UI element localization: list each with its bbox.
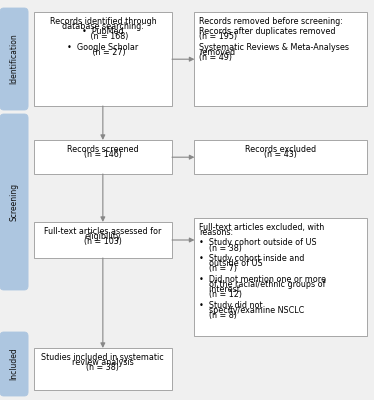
Text: Records after duplicates removed: Records after duplicates removed [199, 27, 335, 36]
Text: outside of US: outside of US [199, 259, 263, 268]
Text: •  Did not mention one or more: • Did not mention one or more [199, 275, 326, 284]
Text: Systematic Reviews & Meta-Analyses: Systematic Reviews & Meta-Analyses [199, 43, 349, 52]
Text: Included: Included [9, 348, 19, 380]
Text: specify/examine NSCLC: specify/examine NSCLC [199, 306, 304, 315]
FancyBboxPatch shape [194, 140, 367, 174]
Text: Records screened: Records screened [67, 145, 139, 154]
Text: •  Study did not: • Study did not [199, 301, 263, 310]
Text: Full-text articles excluded, with: Full-text articles excluded, with [199, 223, 324, 232]
Text: Studies included in systematic: Studies included in systematic [42, 353, 164, 362]
Text: Identification: Identification [9, 34, 19, 84]
Text: (n = 43): (n = 43) [264, 150, 297, 159]
Text: database searching:: database searching: [62, 22, 144, 31]
Text: •  Study cohort outside of US: • Study cohort outside of US [199, 238, 317, 247]
FancyBboxPatch shape [34, 12, 172, 106]
FancyBboxPatch shape [0, 114, 28, 290]
FancyBboxPatch shape [34, 222, 172, 258]
Text: (n = 49): (n = 49) [199, 53, 232, 62]
Text: Records removed before screening:: Records removed before screening: [199, 17, 343, 26]
FancyBboxPatch shape [34, 348, 172, 390]
Text: reasons:: reasons: [199, 228, 233, 237]
Text: (n = 146): (n = 146) [84, 150, 122, 159]
FancyBboxPatch shape [0, 332, 28, 396]
FancyBboxPatch shape [0, 8, 28, 110]
Text: (n = 195): (n = 195) [199, 32, 237, 42]
Text: (n = 8): (n = 8) [199, 311, 237, 320]
Text: removed: removed [199, 48, 235, 57]
Text: review analysis: review analysis [72, 358, 134, 367]
Text: (n = 38): (n = 38) [199, 244, 242, 253]
Text: (n = 168): (n = 168) [78, 32, 128, 42]
Text: Screening: Screening [9, 183, 19, 221]
Text: interest: interest [199, 285, 240, 294]
Text: Records identified through: Records identified through [49, 17, 156, 26]
Text: eligibility: eligibility [85, 232, 121, 241]
Text: (n = 27): (n = 27) [80, 48, 126, 57]
FancyBboxPatch shape [194, 12, 367, 106]
Text: (n = 103): (n = 103) [84, 237, 122, 246]
Text: (n = 7): (n = 7) [199, 264, 237, 274]
Text: of the racial/ethnic groups of: of the racial/ethnic groups of [199, 280, 325, 289]
Text: •  PubMed: • PubMed [82, 27, 124, 36]
Text: Full-text articles assessed for: Full-text articles assessed for [44, 227, 162, 236]
Text: (n = 38): (n = 38) [86, 363, 119, 372]
Text: •  Google Scholar: • Google Scholar [67, 43, 138, 52]
FancyBboxPatch shape [34, 140, 172, 174]
Text: (n = 12): (n = 12) [199, 290, 242, 299]
Text: Records excluded: Records excluded [245, 145, 316, 154]
FancyBboxPatch shape [194, 218, 367, 336]
Text: •  Study cohort inside and: • Study cohort inside and [199, 254, 304, 263]
